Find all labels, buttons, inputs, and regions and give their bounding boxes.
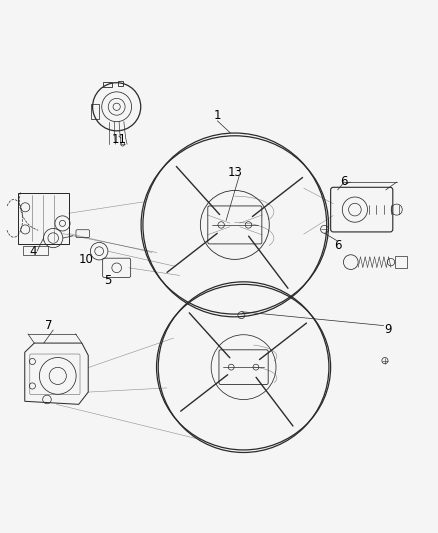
Text: 11: 11 bbox=[111, 133, 126, 146]
Text: 10: 10 bbox=[78, 253, 93, 266]
Text: 13: 13 bbox=[227, 166, 242, 179]
Text: 7: 7 bbox=[45, 319, 53, 332]
Text: 6: 6 bbox=[333, 239, 341, 252]
Text: 1: 1 bbox=[213, 109, 221, 122]
Text: 9: 9 bbox=[383, 324, 391, 336]
Text: 6: 6 bbox=[340, 175, 347, 188]
Text: 5: 5 bbox=[104, 274, 111, 287]
Text: 4: 4 bbox=[30, 245, 37, 257]
